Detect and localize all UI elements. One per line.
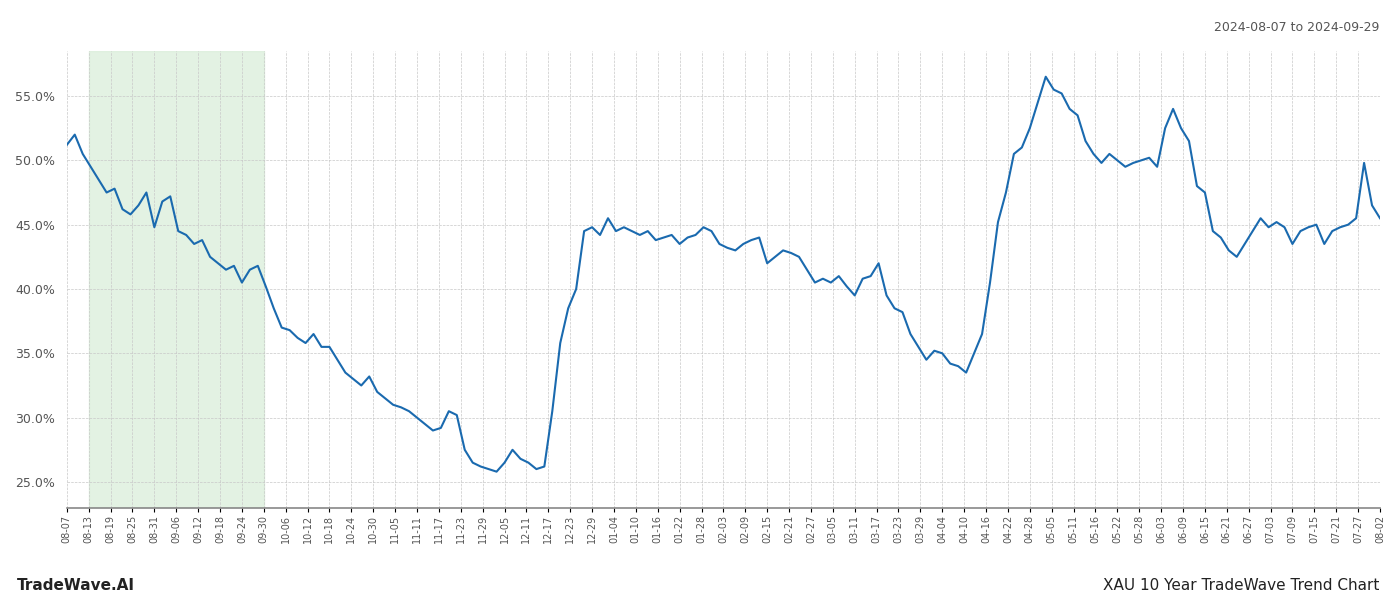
Bar <box>88 51 263 508</box>
Text: TradeWave.AI: TradeWave.AI <box>17 578 134 593</box>
Text: XAU 10 Year TradeWave Trend Chart: XAU 10 Year TradeWave Trend Chart <box>1103 578 1379 593</box>
Text: 2024-08-07 to 2024-09-29: 2024-08-07 to 2024-09-29 <box>1214 21 1379 34</box>
